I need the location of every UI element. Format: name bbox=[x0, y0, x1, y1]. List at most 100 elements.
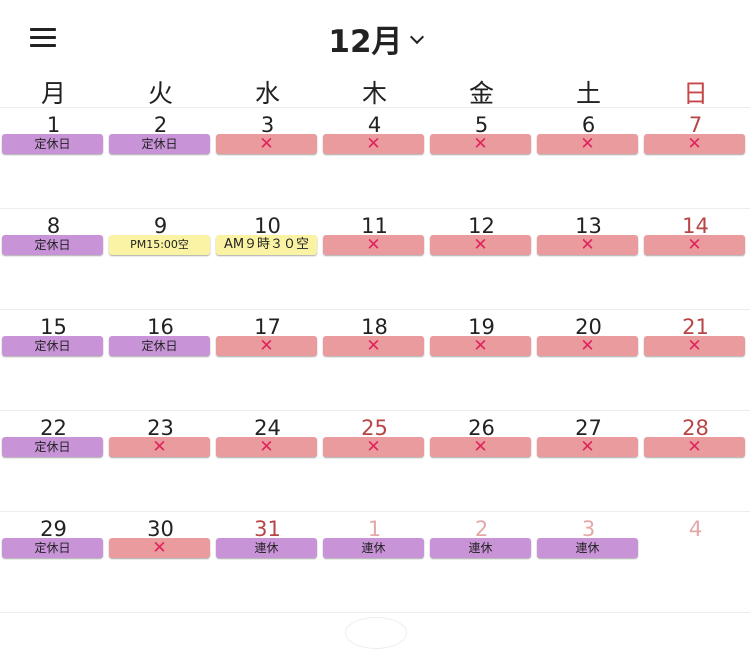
day-cell[interactable]: 5 ✕ bbox=[428, 107, 535, 209]
day-cell[interactable]: 28 ✕ bbox=[642, 410, 749, 512]
availability-badge: AM９時３０空 bbox=[216, 235, 317, 255]
week-divider bbox=[0, 612, 750, 613]
day-cell[interactable]: 2 定休日 bbox=[107, 107, 214, 209]
cross-icon: ✕ bbox=[323, 134, 424, 154]
bottom-decoration bbox=[345, 617, 407, 649]
day-cell[interactable]: 4 bbox=[642, 511, 749, 613]
day-number: 20 bbox=[575, 315, 602, 339]
day-cell[interactable]: 3 連休 bbox=[535, 511, 642, 613]
day-number: 15 bbox=[40, 315, 67, 339]
closed-badge: 連休 bbox=[216, 538, 317, 558]
day-cell[interactable]: 8 定休日 bbox=[0, 208, 107, 310]
cross-icon: ✕ bbox=[216, 437, 317, 457]
cross-icon: ✕ bbox=[323, 437, 424, 457]
day-number: 16 bbox=[147, 315, 174, 339]
day-cell[interactable]: 6 ✕ bbox=[535, 107, 642, 209]
day-cell[interactable]: 31 連休 bbox=[214, 511, 321, 613]
cross-icon: ✕ bbox=[430, 235, 531, 255]
day-number: 2 bbox=[153, 113, 168, 137]
day-cell[interactable]: 2 連休 bbox=[428, 511, 535, 613]
day-number: 18 bbox=[361, 315, 388, 339]
day-cell[interactable]: 29 定休日 bbox=[0, 511, 107, 613]
day-cell[interactable]: 3 ✕ bbox=[214, 107, 321, 209]
cross-icon: ✕ bbox=[537, 336, 638, 356]
cross-icon: ✕ bbox=[109, 437, 210, 457]
day-cell[interactable]: 15 定休日 bbox=[0, 309, 107, 411]
day-cell[interactable]: 27 ✕ bbox=[535, 410, 642, 512]
closed-badge: 定休日 bbox=[2, 235, 103, 255]
day-cell[interactable]: 26 ✕ bbox=[428, 410, 535, 512]
day-number: 11 bbox=[361, 214, 388, 238]
weekday-wed: 水 bbox=[254, 79, 280, 108]
cross-icon: ✕ bbox=[537, 235, 638, 255]
day-cell[interactable]: 18 ✕ bbox=[321, 309, 428, 411]
day-number: 25 bbox=[361, 416, 388, 440]
cross-icon: ✕ bbox=[644, 336, 745, 356]
day-number: 2 bbox=[474, 517, 489, 541]
day-cell[interactable]: 21 ✕ bbox=[642, 309, 749, 411]
week-divider bbox=[0, 410, 750, 411]
cross-icon: ✕ bbox=[644, 235, 745, 255]
day-cell[interactable]: 13 ✕ bbox=[535, 208, 642, 310]
closed-badge: 定休日 bbox=[2, 336, 103, 356]
day-cell[interactable]: 10 AM９時３０空 bbox=[214, 208, 321, 310]
chevron-down-icon bbox=[409, 29, 424, 45]
day-number: 21 bbox=[682, 315, 709, 339]
day-cell[interactable]: 1 連休 bbox=[321, 511, 428, 613]
day-cell[interactable]: 22 定休日 bbox=[0, 410, 107, 512]
day-number: 23 bbox=[147, 416, 174, 440]
day-cell[interactable]: 7 ✕ bbox=[642, 107, 749, 209]
day-cell[interactable]: 17 ✕ bbox=[214, 309, 321, 411]
day-number: 13 bbox=[575, 214, 602, 238]
cross-icon: ✕ bbox=[537, 437, 638, 457]
weekday-mon: 月 bbox=[40, 79, 66, 108]
day-number: 30 bbox=[147, 517, 174, 541]
calendar-header: 12月 bbox=[0, 0, 750, 72]
month-title: 12月 bbox=[328, 24, 403, 60]
day-number: 26 bbox=[468, 416, 495, 440]
month-selector[interactable]: 12月 bbox=[0, 16, 750, 61]
day-cell[interactable]: 20 ✕ bbox=[535, 309, 642, 411]
day-number: 7 bbox=[688, 113, 703, 137]
closed-badge: 定休日 bbox=[2, 538, 103, 558]
day-cell[interactable]: 30 ✕ bbox=[107, 511, 214, 613]
cross-icon: ✕ bbox=[216, 134, 317, 154]
day-cell[interactable]: 12 ✕ bbox=[428, 208, 535, 310]
day-cell[interactable]: 4 ✕ bbox=[321, 107, 428, 209]
closed-badge: 連休 bbox=[537, 538, 638, 558]
day-cell[interactable]: 23 ✕ bbox=[107, 410, 214, 512]
day-number: 3 bbox=[260, 113, 275, 137]
closed-badge: 定休日 bbox=[2, 134, 103, 154]
hamburger-menu-icon[interactable] bbox=[30, 28, 58, 48]
day-cell[interactable]: 11 ✕ bbox=[321, 208, 428, 310]
day-cell[interactable]: 19 ✕ bbox=[428, 309, 535, 411]
day-number: 9 bbox=[153, 214, 168, 238]
day-number: 1 bbox=[46, 113, 61, 137]
day-cell[interactable]: 24 ✕ bbox=[214, 410, 321, 512]
week-divider bbox=[0, 208, 750, 209]
weekday-sun: 日 bbox=[682, 79, 708, 108]
day-cell[interactable]: 9 PM15:00空 bbox=[107, 208, 214, 310]
day-number: 4 bbox=[688, 517, 703, 541]
cross-icon: ✕ bbox=[216, 336, 317, 356]
week-divider bbox=[0, 309, 750, 310]
week-divider bbox=[0, 107, 750, 108]
day-number: 28 bbox=[682, 416, 709, 440]
cross-icon: ✕ bbox=[644, 437, 745, 457]
day-number: 17 bbox=[254, 315, 281, 339]
week-divider bbox=[0, 511, 750, 512]
weekday-fri: 金 bbox=[468, 79, 494, 108]
cross-icon: ✕ bbox=[644, 134, 745, 154]
day-cell[interactable]: 25 ✕ bbox=[321, 410, 428, 512]
day-cell[interactable]: 16 定休日 bbox=[107, 309, 214, 411]
day-cell[interactable]: 1 定休日 bbox=[0, 107, 107, 209]
day-number: 29 bbox=[40, 517, 67, 541]
closed-badge: 定休日 bbox=[2, 437, 103, 457]
day-cell[interactable]: 14 ✕ bbox=[642, 208, 749, 310]
day-number: 19 bbox=[468, 315, 495, 339]
day-number: 14 bbox=[682, 214, 709, 238]
day-number: 10 bbox=[254, 214, 281, 238]
cross-icon: ✕ bbox=[430, 437, 531, 457]
weekday-tue: 火 bbox=[147, 79, 173, 108]
cross-icon: ✕ bbox=[323, 235, 424, 255]
